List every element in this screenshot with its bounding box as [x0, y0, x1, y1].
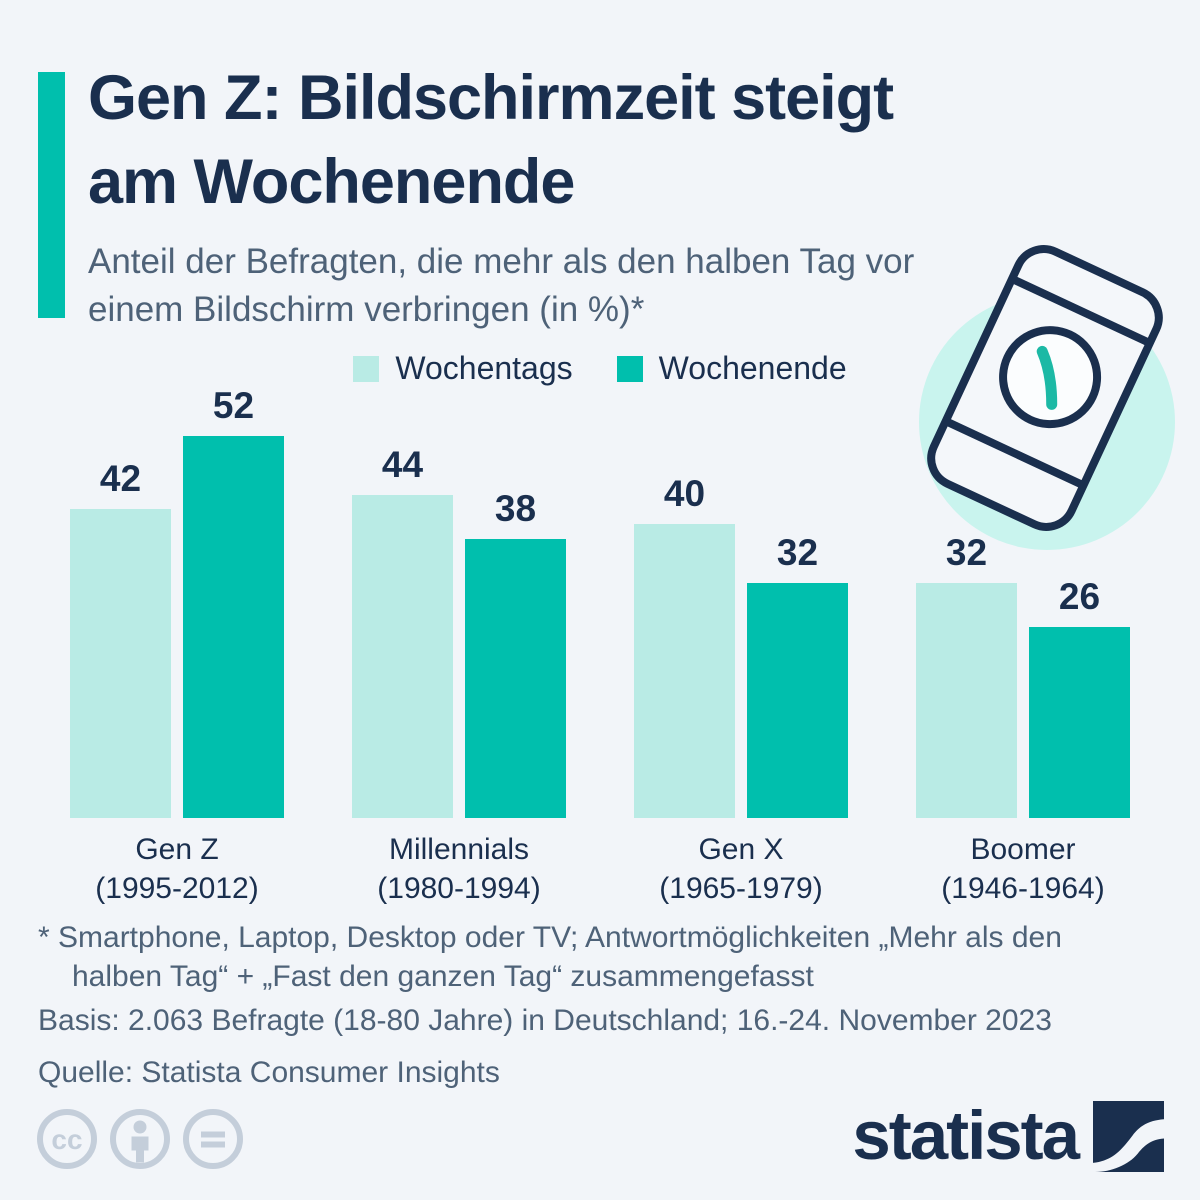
- legend-label: Wochentags: [395, 350, 573, 386]
- bar-wochenende: [1029, 627, 1130, 818]
- cc-icon: cc: [37, 1109, 97, 1169]
- legend-label: Wochenende: [658, 350, 847, 386]
- bar-wochenende: [747, 583, 848, 818]
- footnote-source: Quelle: Statista Consumer Insights: [38, 1056, 500, 1089]
- bar-wochentags: [634, 524, 735, 818]
- bar-column: 38: [465, 488, 566, 818]
- chart-group-gen-x: 40 32 Gen X (1965-1979): [634, 388, 848, 908]
- bar-column: 42: [70, 458, 171, 818]
- bar-value-label: 26: [1058, 576, 1101, 617]
- bar-wochenende: [183, 436, 284, 818]
- bar-value-label: 38: [494, 488, 537, 529]
- footnote-asterisk: * Smartphone, Laptop, Desktop oder TV; A…: [38, 921, 1062, 993]
- bars-row: 44 38: [352, 388, 566, 818]
- creative-commons-license: cc: [36, 1108, 244, 1170]
- legend-item-wochentags: Wochentags: [353, 350, 573, 387]
- category-label: Millennials (1980-1994): [377, 833, 541, 905]
- bar-wochentags: [916, 583, 1017, 818]
- statista-logo: statista: [852, 1100, 1164, 1172]
- category-label: Boomer (1946-1964): [941, 833, 1105, 905]
- bars-row: 32 26: [916, 388, 1130, 818]
- bars-row: 40 32: [634, 388, 848, 818]
- bar-value-label: 52: [212, 385, 255, 426]
- header: Gen Z: Bildschirmzeit steigt am Wochenen…: [88, 56, 1018, 334]
- bar-value-label: 44: [381, 444, 424, 485]
- statista-wordmark: statista: [852, 1097, 1080, 1174]
- bar-value-label: 42: [99, 458, 142, 499]
- no-derivatives-equals-icon: [183, 1109, 243, 1169]
- legend-item-wochenende: Wochenende: [616, 350, 847, 387]
- chart-group-millennials: 44 38 Millennials (1980-1994): [352, 388, 566, 908]
- bars-row: 42 52: [70, 385, 284, 818]
- bar-wochentags: [352, 495, 453, 818]
- attribution-person-icon: [110, 1109, 170, 1169]
- bar-column: 44: [352, 444, 453, 818]
- title-accent-bar: [38, 72, 65, 318]
- category-label: Gen X (1965-1979): [659, 833, 823, 905]
- smartphone-clock-illustration: [919, 245, 1175, 550]
- bar-chart: 42 52 Gen Z (1995-2012) 44 38 Millennials (1980…: [70, 385, 1130, 908]
- chart-group-boomer: 32 26 Boomer (1946-1964): [916, 388, 1130, 908]
- page-subtitle: Anteil der Befragten, die mehr als den h…: [88, 242, 915, 329]
- bar-column: 40: [634, 473, 735, 818]
- svg-text:cc: cc: [51, 1124, 82, 1155]
- footnotes: * Smartphone, Laptop, Desktop oder TV; A…: [38, 918, 1148, 1092]
- legend-swatch-wochentags: [353, 355, 380, 382]
- category-label: Gen Z (1995-2012): [95, 833, 259, 905]
- page-title: Gen Z: Bildschirmzeit steigt am Wochenen…: [88, 63, 894, 217]
- bar-column: 52: [183, 385, 284, 818]
- chart-legend: Wochentags Wochenende: [0, 350, 1200, 387]
- legend-swatch-wochenende: [616, 355, 643, 382]
- bar-column: 32: [747, 532, 848, 818]
- bar-value-label: 32: [945, 532, 988, 573]
- clock-hand: [1036, 345, 1058, 410]
- bar-wochenende: [465, 539, 566, 818]
- bar-wochentags: [70, 509, 171, 818]
- bar-value-label: 40: [663, 473, 706, 514]
- bar-value-label: 32: [776, 532, 819, 573]
- bar-column: 26: [1029, 576, 1130, 818]
- chart-group-gen-z: 42 52 Gen Z (1995-2012): [70, 385, 284, 908]
- footnote-basis: Basis: 2.063 Befragte (18-80 Jahre) in D…: [38, 1004, 1052, 1037]
- statista-logo-mark: [1093, 1100, 1164, 1172]
- bar-column: 32: [916, 532, 1017, 818]
